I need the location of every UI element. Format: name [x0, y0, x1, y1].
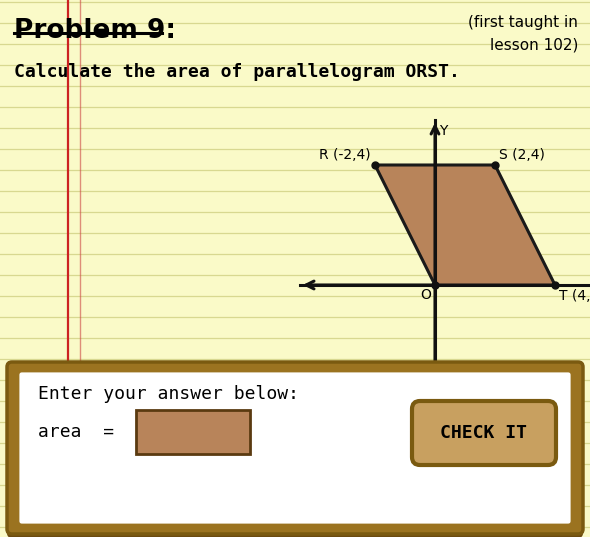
Text: Problem 9:: Problem 9: — [14, 18, 176, 44]
Text: Calculate the area of parallelogram ORST.: Calculate the area of parallelogram ORST… — [14, 63, 460, 81]
Text: O: O — [420, 288, 431, 302]
Text: T (4,0): T (4,0) — [559, 289, 590, 303]
FancyBboxPatch shape — [136, 410, 250, 454]
FancyBboxPatch shape — [7, 362, 583, 534]
Text: (first taught in
lesson 102): (first taught in lesson 102) — [468, 15, 578, 52]
Text: R (-2,4): R (-2,4) — [319, 148, 371, 162]
Text: Enter your answer below:: Enter your answer below: — [38, 385, 299, 403]
Polygon shape — [375, 165, 555, 285]
Text: area  =: area = — [38, 423, 114, 441]
FancyBboxPatch shape — [7, 366, 583, 537]
FancyBboxPatch shape — [412, 401, 556, 465]
FancyBboxPatch shape — [18, 371, 572, 525]
Text: CHECK IT: CHECK IT — [441, 424, 527, 442]
Text: S (2,4): S (2,4) — [499, 148, 545, 162]
Text: Y: Y — [439, 124, 447, 138]
